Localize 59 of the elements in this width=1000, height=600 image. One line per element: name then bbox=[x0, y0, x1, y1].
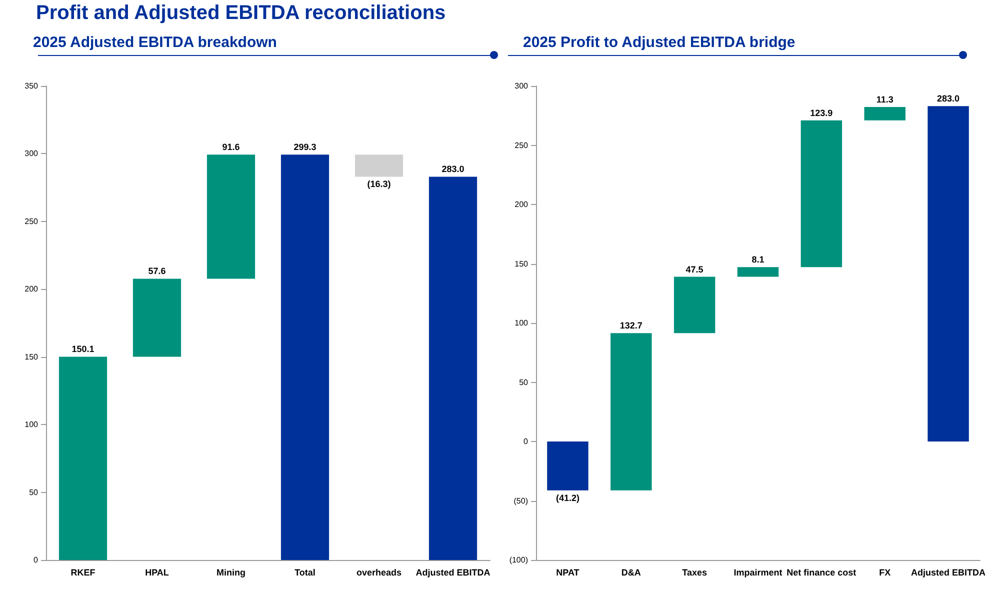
data-label: 11.3 bbox=[876, 94, 894, 104]
y-tick-label: (50) bbox=[514, 496, 528, 506]
x-tick-label: HPAL bbox=[145, 568, 170, 578]
y-tick-label: 100 bbox=[24, 420, 39, 430]
bar bbox=[737, 267, 779, 277]
data-label: 283.0 bbox=[442, 164, 464, 174]
data-label: 47.5 bbox=[686, 264, 704, 274]
data-label: 283.0 bbox=[937, 94, 960, 104]
x-tick-label: Impairment bbox=[734, 568, 782, 578]
x-tick-label: D&A bbox=[621, 568, 642, 578]
bar bbox=[354, 154, 404, 177]
data-label: 132.7 bbox=[620, 320, 642, 331]
bar bbox=[674, 276, 716, 334]
y-tick-label: 300 bbox=[24, 149, 39, 158]
data-label: 57.6 bbox=[148, 266, 166, 276]
y-tick-label: 300 bbox=[514, 82, 529, 90]
x-tick-label: NPAT bbox=[556, 568, 580, 578]
data-label: 123.9 bbox=[810, 108, 833, 118]
y-tick-label: 250 bbox=[24, 216, 39, 226]
bar bbox=[610, 333, 652, 490]
y-tick-label: 0 bbox=[34, 556, 39, 564]
bar bbox=[58, 356, 108, 560]
y-tick-label: 100 bbox=[514, 318, 529, 328]
bar bbox=[547, 442, 588, 490]
x-tick-label: Total bbox=[294, 568, 316, 578]
x-tick-label: FX bbox=[879, 568, 891, 578]
y-tick-label: 150 bbox=[514, 259, 529, 268]
y-tick-label: 200 bbox=[24, 284, 39, 294]
x-tick-label: Mining bbox=[216, 568, 246, 578]
bar bbox=[800, 120, 842, 268]
y-tick-label: 0 bbox=[524, 437, 529, 446]
y-tick-label: 150 bbox=[24, 352, 39, 362]
data-label: 299.3 bbox=[294, 142, 316, 152]
bar bbox=[928, 106, 969, 442]
bar bbox=[206, 154, 256, 279]
chart-title: 2025 Adjusted EBITDA breakdown bbox=[33, 34, 277, 51]
y-tick-label: 200 bbox=[514, 200, 529, 209]
x-tick-label: Adjusted EBITDA bbox=[911, 568, 986, 578]
y-tick-label: 50 bbox=[519, 378, 529, 387]
text: Profit and Adjusted EBITDA reconciliations bbox=[36, 2, 446, 25]
bar bbox=[280, 154, 330, 560]
chart-title: 2025 Profit to Adjusted EBITDA bridge bbox=[523, 34, 796, 51]
data-label: 150.1 bbox=[72, 344, 94, 354]
data-label: 8.1 bbox=[752, 254, 764, 265]
y-tick-label: 250 bbox=[514, 140, 529, 150]
y-tick-label: 50 bbox=[29, 488, 39, 497]
data-label: (41.2) bbox=[556, 492, 580, 503]
x-tick-label: RKEF bbox=[70, 568, 96, 578]
x-tick-label: Adjusted EBITDA bbox=[416, 568, 491, 578]
data-label: (16.3) bbox=[367, 179, 391, 190]
y-tick-label: 350 bbox=[24, 82, 39, 90]
x-tick-label: Taxes bbox=[682, 568, 707, 578]
x-tick-label: overheads bbox=[356, 568, 402, 578]
x-tick-label: Net finance cost bbox=[786, 568, 856, 578]
y-tick-label: (100) bbox=[509, 556, 528, 564]
bar bbox=[428, 176, 478, 560]
data-label: 91.6 bbox=[222, 142, 240, 152]
bar bbox=[132, 278, 182, 357]
bar bbox=[864, 106, 906, 120]
